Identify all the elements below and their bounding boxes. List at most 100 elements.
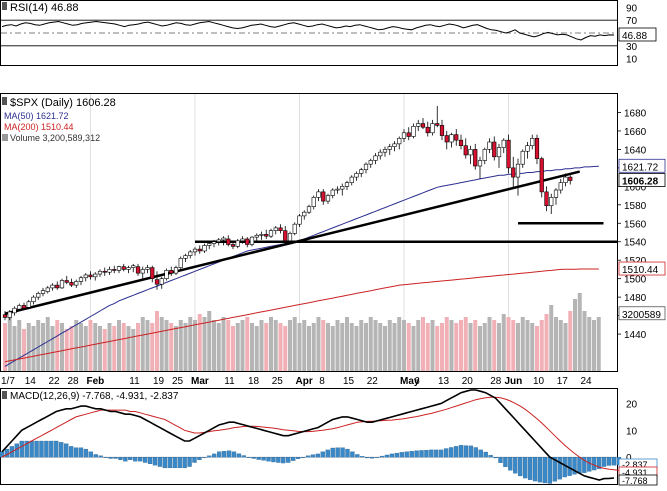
value-badges: 46.881621.721606.281510.443200589-2.837-… <box>618 27 666 486</box>
macd-histogram-bar <box>340 447 345 458</box>
volume-bar <box>36 320 41 371</box>
ma50-badge: 1621.72 <box>618 158 666 173</box>
candle <box>64 275 69 285</box>
volume-bar <box>188 317 193 371</box>
volume-bar <box>364 323 368 371</box>
volume-bar <box>283 326 288 371</box>
macd-histogram-bar <box>286 456 291 463</box>
macd-histogram-bar <box>552 456 557 482</box>
x-axis-label: 18 <box>248 376 260 387</box>
volume-bar <box>444 317 449 371</box>
candle-body <box>544 191 549 207</box>
candle <box>378 149 383 160</box>
candle <box>230 240 236 250</box>
macd-histogram-bar <box>29 440 34 458</box>
candle-body <box>473 149 478 167</box>
macd-tick-label: 20 <box>626 399 638 410</box>
candle-body <box>45 287 50 292</box>
macd-histogram-bar <box>44 440 49 458</box>
candle <box>69 278 74 287</box>
macd-histogram-bar <box>587 456 592 472</box>
macd-histogram-bar <box>448 447 454 458</box>
candle <box>506 134 511 174</box>
volume-bar <box>197 314 202 371</box>
volume-bar <box>577 293 582 371</box>
candle-body <box>264 234 269 237</box>
volume-bar <box>430 320 435 371</box>
price-tick-label: 1580 <box>624 201 647 212</box>
volume-bar <box>174 326 178 371</box>
volume-bar <box>459 320 463 371</box>
macd-histogram-bar <box>256 456 261 460</box>
macd-histogram-bar <box>374 456 380 458</box>
candle-body <box>69 282 74 286</box>
candle-body <box>183 255 188 259</box>
macd-histogram-bar <box>611 456 617 466</box>
macd-histogram-bar <box>217 451 222 458</box>
candle <box>449 132 454 148</box>
candle-body <box>378 151 383 157</box>
rsi-legend-label: RSI(14) 46.88 <box>10 2 78 14</box>
macd-histogram-bar <box>429 449 434 458</box>
macd-histogram-bar <box>73 447 79 458</box>
volume-bar <box>520 317 525 371</box>
rsi-legend-icon <box>2 2 7 10</box>
macd-histogram-bar <box>128 456 133 460</box>
macd-histogram-bar <box>78 447 84 458</box>
volume-bar <box>392 323 397 371</box>
rsi-line <box>1 20 615 41</box>
volume-bar <box>60 323 64 371</box>
volume-bar <box>155 311 159 371</box>
price-tick-label: 1600 <box>624 182 647 193</box>
candle <box>21 302 27 311</box>
volume-bar <box>50 326 55 371</box>
macd-histogram-bar <box>251 456 256 459</box>
macd-histogram-bar <box>197 456 202 460</box>
x-axis-label: 22 <box>367 376 379 387</box>
macd-histogram-bar <box>577 456 582 474</box>
candle-body <box>283 230 288 242</box>
macd-histogram-bar <box>305 455 311 458</box>
candle-body <box>159 278 164 285</box>
candle-body <box>207 243 212 246</box>
candle-body <box>249 236 255 245</box>
candle <box>102 267 107 276</box>
volume-bar <box>525 320 530 371</box>
price-legend-icon <box>2 97 7 105</box>
x-axis-label: 8 <box>319 376 325 387</box>
volume-bar <box>22 329 26 371</box>
macd-histogram-bar <box>295 456 301 459</box>
candle <box>558 178 563 194</box>
candle <box>55 281 60 290</box>
candle-body <box>530 138 535 147</box>
macd-histogram-bar <box>310 454 316 458</box>
volume-bar <box>468 323 473 371</box>
x-axis-label: Apr <box>296 376 313 387</box>
x-axis-label: 14 <box>25 376 37 387</box>
volume-bar <box>3 323 7 371</box>
candle-body <box>273 227 278 231</box>
volume-bar <box>587 317 592 371</box>
candle-body <box>420 123 426 128</box>
candle <box>59 278 65 289</box>
macd-histogram-bar <box>335 447 340 458</box>
candle-body <box>83 274 88 279</box>
volume-bar <box>554 317 558 371</box>
macd-histogram-bar <box>133 456 138 462</box>
rsi-legend: RSI(14) 46.88 <box>2 2 78 14</box>
candle-body <box>93 273 98 278</box>
volume-bar <box>264 323 269 371</box>
x-axis-label: 22 <box>49 376 61 387</box>
macd-histogram-bar <box>39 440 44 458</box>
macd-histogram-bar <box>498 456 503 463</box>
volume-bar <box>250 323 254 371</box>
volume-bar <box>17 320 22 371</box>
candle <box>50 283 55 291</box>
candle <box>121 263 126 272</box>
volume-bar <box>397 317 402 371</box>
volume-bar <box>378 323 383 371</box>
candle <box>439 119 445 141</box>
volume-bar <box>345 317 349 371</box>
macd-histogram-bar <box>404 451 409 458</box>
